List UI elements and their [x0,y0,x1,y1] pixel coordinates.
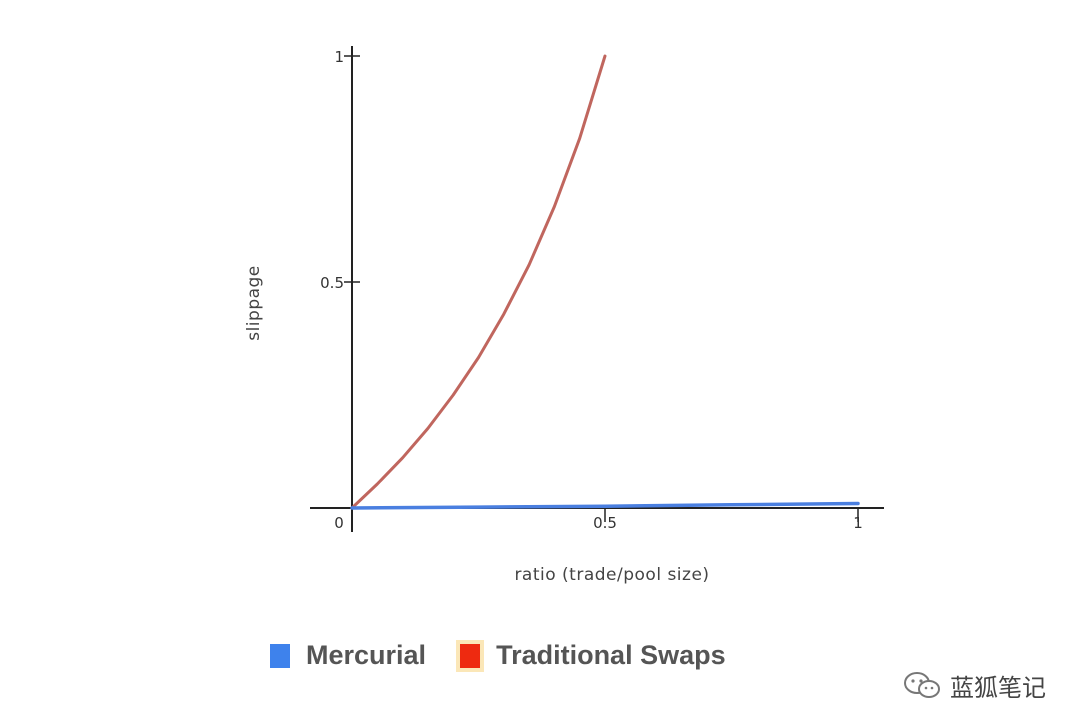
legend-item-mercurial: Mercurial [270,640,426,671]
watermark-text: 蓝狐笔记 [950,674,1046,702]
x-tick-label: 0.5 [593,514,617,532]
y-tick-label: 0.5 [320,274,344,292]
watermark: 蓝狐笔记 [902,668,1046,703]
x-tick-label: 0 [334,514,344,532]
legend-swatch-mercurial [270,643,290,668]
wechat-icon [904,671,940,698]
x-tick-label: 1 [853,514,863,532]
series-line-traditional-swaps [350,54,607,510]
series-line-mercurial [350,501,860,510]
y-axis-title: slippage [244,265,264,341]
legend-label-mercurial: Mercurial [306,640,427,670]
legend-item-traditional-swaps: Traditional Swaps [460,640,726,671]
legend-swatch-traditional-swaps [460,643,481,668]
y-tick-label: 1 [334,48,344,66]
legend-label-traditional-swaps: Traditional Swaps [496,640,726,670]
x-axis-title: ratio (trade/pool size) [514,565,709,585]
chart-plot: 0 0.5 1 0.5 1 ratio (trade/pool size) slippage [244,46,884,585]
chart-legend: Mercurial Traditional Swaps [270,640,760,671]
